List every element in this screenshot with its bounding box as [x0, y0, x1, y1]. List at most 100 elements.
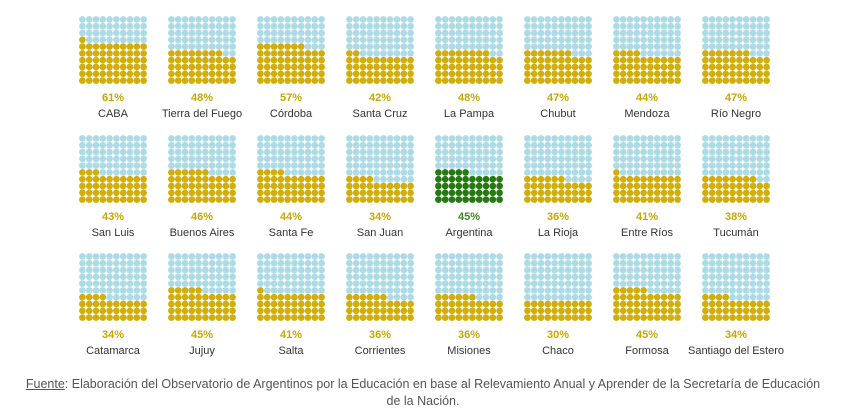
filled-dot [291, 63, 298, 71]
filled-dot [119, 182, 127, 190]
filled-dot [284, 293, 291, 301]
empty-dot [640, 155, 647, 163]
empty-dot [496, 259, 503, 267]
empty-dot [174, 253, 182, 260]
empty-dot [257, 29, 264, 37]
empty-dot [79, 280, 86, 287]
empty-dot [660, 162, 668, 169]
empty-dot [99, 135, 107, 142]
empty-dot [373, 162, 380, 169]
filled-dot [742, 182, 750, 190]
empty-dot [475, 29, 483, 37]
empty-dot [749, 253, 757, 260]
filled-dot [284, 56, 291, 64]
empty-dot [304, 155, 312, 163]
empty-dot [277, 280, 285, 287]
empty-dot [722, 135, 730, 142]
empty-dot [92, 273, 100, 281]
empty-dot [304, 266, 312, 274]
empty-dot [448, 29, 456, 37]
empty-dot [626, 273, 634, 281]
filled-dot [222, 63, 230, 71]
empty-dot [749, 22, 757, 30]
filled-dot [708, 175, 716, 183]
filled-dot [352, 63, 360, 71]
empty-dot [585, 175, 592, 183]
waffle-item: 44% Mendoza [592, 16, 702, 134]
filled-dot [496, 77, 503, 84]
filled-dot [215, 70, 223, 78]
filled-dot [168, 307, 175, 315]
empty-dot [469, 273, 476, 281]
empty-dot [715, 22, 723, 30]
empty-dot [277, 36, 285, 44]
empty-dot [722, 22, 730, 30]
empty-dot [544, 141, 552, 149]
empty-dot [524, 280, 531, 287]
empty-dot [571, 175, 579, 183]
empty-dot [126, 36, 134, 44]
filled-dot [613, 77, 620, 84]
filled-dot [489, 189, 497, 197]
empty-dot [85, 287, 93, 294]
empty-dot [585, 43, 592, 50]
empty-dot [359, 253, 367, 260]
empty-dot [311, 29, 319, 37]
empty-dot [407, 155, 414, 163]
empty-dot [202, 148, 209, 156]
filled-dot [126, 56, 134, 64]
filled-dot [441, 70, 449, 78]
empty-dot [756, 293, 764, 301]
filled-dot [462, 175, 469, 183]
filled-dot [277, 70, 285, 78]
empty-dot [640, 148, 647, 156]
empty-dot [653, 169, 661, 176]
empty-dot [537, 155, 545, 163]
waffle-item: 57% Córdoba [236, 16, 346, 134]
filled-dot [702, 175, 709, 183]
empty-dot [181, 280, 189, 287]
empty-dot [270, 253, 278, 260]
empty-dot [660, 43, 668, 50]
empty-dot [257, 259, 264, 267]
empty-dot [168, 155, 175, 163]
empty-dot [140, 36, 147, 44]
empty-dot [763, 280, 770, 287]
filled-dot [462, 169, 469, 176]
empty-dot [626, 29, 634, 37]
empty-dot [729, 259, 736, 267]
empty-dot [113, 36, 120, 44]
filled-dot [653, 63, 661, 71]
filled-dot [304, 196, 312, 203]
empty-dot [441, 253, 449, 260]
filled-dot [571, 189, 579, 197]
empty-dot [113, 22, 120, 30]
filled-dot [633, 56, 641, 64]
empty-dot [373, 273, 380, 281]
empty-dot [79, 155, 86, 163]
empty-dot [551, 280, 558, 287]
empty-dot [386, 253, 394, 260]
filled-dot [564, 300, 572, 308]
empty-dot [393, 141, 401, 149]
filled-dot [524, 300, 531, 308]
filled-dot [113, 175, 120, 183]
empty-dot [667, 253, 675, 260]
filled-dot [92, 182, 100, 190]
empty-dot [380, 135, 387, 142]
empty-dot [524, 253, 531, 260]
empty-dot [578, 253, 586, 260]
empty-dot [181, 29, 189, 37]
filled-dot [400, 70, 408, 78]
filled-dot [585, 63, 592, 71]
empty-dot [633, 273, 641, 281]
empty-dot [475, 135, 483, 142]
empty-dot [318, 162, 325, 169]
empty-dot [126, 287, 134, 294]
empty-dot [140, 266, 147, 274]
empty-dot [530, 155, 538, 163]
waffle-item: 48% La Pampa [414, 16, 524, 134]
filled-dot [653, 70, 661, 78]
filled-dot [277, 56, 285, 64]
empty-dot [564, 141, 572, 149]
